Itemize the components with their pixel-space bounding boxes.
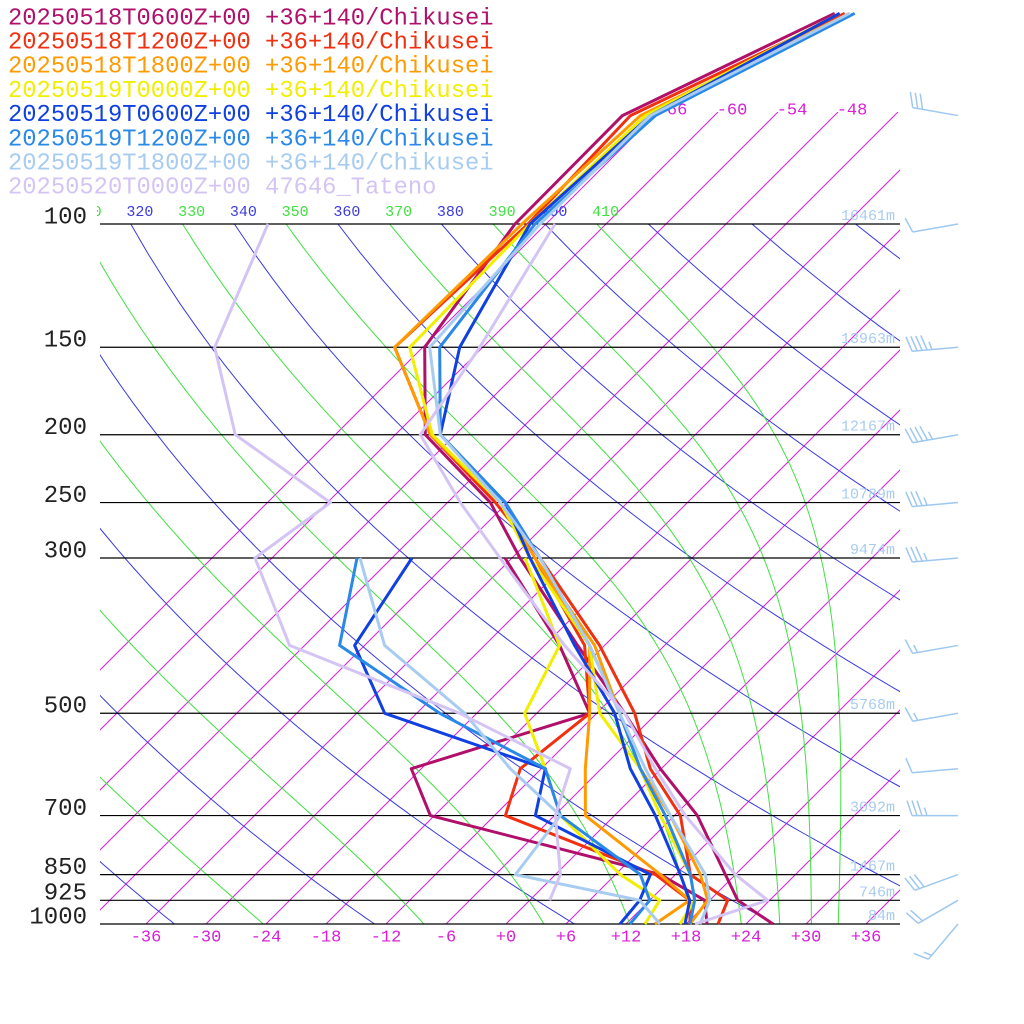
- y-tick-label: 200: [44, 415, 87, 442]
- theta-label: 310: [75, 204, 102, 221]
- wind-barb: [904, 873, 959, 892]
- height-label: 1467m: [850, 859, 895, 876]
- temperature-line: [428, 11, 851, 925]
- isotherm: [325, 349, 900, 924]
- dewpoint-line: [353, 557, 652, 925]
- y-tick-label: 700: [44, 796, 87, 823]
- height-label: 5768m: [850, 697, 895, 714]
- x-tick-label: -24: [251, 928, 282, 947]
- isotherm-label: -60: [717, 101, 748, 120]
- x-tick-label: +18: [671, 928, 702, 947]
- wind-barb: [904, 217, 959, 233]
- height-label: 84m: [868, 908, 895, 925]
- height-label: 16461m: [841, 208, 895, 225]
- height-label: 3092m: [850, 800, 895, 817]
- x-tick-label: +0: [496, 928, 516, 947]
- x-tick-label: -36: [131, 928, 162, 947]
- isotherm: [100, 112, 779, 791]
- theta-label: 340: [230, 204, 257, 221]
- height-label: 12167m: [841, 419, 895, 436]
- theta-label: 330: [178, 204, 205, 221]
- isotherm: [385, 409, 900, 924]
- y-tick-label: 100: [44, 204, 87, 231]
- height-label: 9474m: [850, 542, 895, 559]
- theta-label: 370: [385, 204, 412, 221]
- x-tick-label: +30: [791, 928, 822, 947]
- isotherm: [625, 649, 900, 924]
- legend-entry: 20250519T0000Z+00 +36+140/Chikusei: [8, 78, 494, 105]
- legend-entry: 20250519T1800Z+00 +36+140/Chikusei: [8, 150, 494, 177]
- isotherm-label: -54: [777, 101, 808, 120]
- dewpoint-line: [213, 223, 572, 901]
- isotherm: [205, 229, 900, 924]
- legend-entry: 20250520T0000Z+00 47646_Tateno: [8, 175, 436, 202]
- x-tick-label: +12: [611, 928, 642, 947]
- theta-label: 360: [333, 204, 360, 221]
- wind-barb: [905, 335, 959, 353]
- wind-barb: [906, 800, 959, 817]
- x-tick-label: -30: [191, 928, 222, 947]
- temperature-line: [418, 223, 770, 926]
- theta-label: 390: [489, 204, 516, 221]
- isotherms: [100, 112, 900, 924]
- y-tick-label: 925: [44, 881, 87, 908]
- isotherm: [145, 169, 900, 924]
- height-label: 13963m: [841, 331, 895, 348]
- isotherm-label: -48: [837, 101, 868, 120]
- x-tick-label: +24: [731, 928, 762, 947]
- x-tick-label: +36: [851, 928, 882, 947]
- isotherm: [565, 589, 900, 924]
- legend-entry: 20250518T0600Z+00 +36+140/Chikusei: [8, 5, 494, 32]
- dewpoint-line: [338, 557, 652, 925]
- dewpoint-line: [533, 557, 692, 926]
- isotherm: [100, 112, 719, 731]
- wind-barb: [909, 91, 959, 117]
- temperature-line: [393, 11, 846, 925]
- y-tick-label: 150: [44, 328, 87, 355]
- wind-barb: [905, 899, 959, 924]
- height-label: 10789m: [841, 487, 895, 504]
- theta-label: 320: [126, 204, 153, 221]
- wind-barb: [905, 546, 959, 563]
- isotherm: [100, 112, 899, 911]
- isotherm: [445, 469, 900, 924]
- legend-entry: 20250519T1200Z+00 +36+140/Chikusei: [8, 126, 494, 153]
- wind-barb: [904, 639, 959, 655]
- isotherm: [265, 289, 900, 924]
- legend-entry: 20250518T1800Z+00 +36+140/Chikusei: [8, 54, 494, 81]
- x-tick-label: -18: [311, 928, 342, 947]
- wind-barb: [904, 425, 959, 444]
- y-tick-label: 1000: [29, 904, 87, 931]
- legend-entry: 20250519T0600Z+00 +36+140/Chikusei: [8, 102, 494, 129]
- dewpoint-line: [358, 557, 662, 925]
- wind-barb: [905, 490, 959, 508]
- isotherm: [100, 112, 659, 671]
- isotherm: [100, 112, 839, 851]
- theta-label: 410: [592, 204, 619, 221]
- theta-label: 380: [437, 204, 464, 221]
- isotherm: [745, 769, 900, 924]
- isotherm: [685, 709, 900, 924]
- x-tick-label: -6: [436, 928, 456, 947]
- y-tick-label: 250: [44, 483, 87, 510]
- y-tick-label: 300: [44, 538, 87, 565]
- legend-entry: 20250518T1200Z+00 +36+140/Chikusei: [8, 29, 494, 56]
- x-tick-label: +6: [556, 928, 576, 947]
- theta-label: 350: [282, 204, 309, 221]
- x-tick-label: -12: [371, 928, 402, 947]
- height-label: 746m: [859, 884, 895, 901]
- wind-barb: [904, 707, 959, 723]
- dewpoint-line: [409, 557, 709, 925]
- wind-barb: [905, 757, 959, 774]
- main: -66 -60 -54 -481000925850700500300250200150…: [8, 5, 959, 960]
- wind-barb: [913, 923, 959, 960]
- y-tick-label: 850: [44, 855, 87, 882]
- y-tick-label: 500: [44, 694, 87, 721]
